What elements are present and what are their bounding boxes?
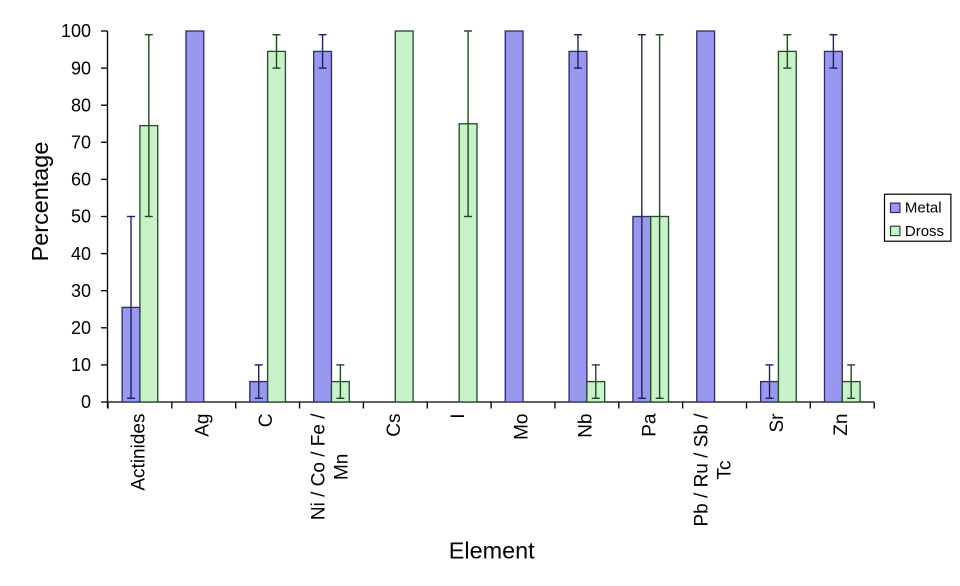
svg-text:Mn: Mn xyxy=(332,454,353,480)
svg-text:Pb / Ru / Sb /: Pb / Ru / Sb / xyxy=(692,413,713,527)
svg-text:I: I xyxy=(448,414,469,419)
svg-text:70: 70 xyxy=(71,133,91,153)
svg-text:Tc: Tc xyxy=(715,461,736,480)
svg-text:Nb: Nb xyxy=(575,414,596,438)
svg-text:Zn: Zn xyxy=(831,414,852,436)
svg-text:10: 10 xyxy=(71,355,91,375)
svg-text:Mo: Mo xyxy=(512,414,533,440)
svg-text:90: 90 xyxy=(71,58,91,78)
svg-text:80: 80 xyxy=(71,95,91,115)
svg-text:Dross: Dross xyxy=(905,223,944,240)
svg-text:30: 30 xyxy=(71,281,91,301)
svg-text:Ni / Co / Fe /: Ni / Co / Fe / xyxy=(309,413,330,520)
svg-text:Pa: Pa xyxy=(639,413,660,437)
svg-text:20: 20 xyxy=(71,318,91,338)
svg-text:Element: Element xyxy=(449,537,535,563)
svg-text:100: 100 xyxy=(61,21,91,41)
svg-text:Cs: Cs xyxy=(384,414,405,437)
svg-text:C: C xyxy=(256,414,277,428)
svg-text:Actinides: Actinides xyxy=(129,414,150,491)
svg-text:40: 40 xyxy=(71,244,91,264)
svg-text:0: 0 xyxy=(81,392,91,412)
svg-text:50: 50 xyxy=(71,207,91,227)
svg-text:Metal: Metal xyxy=(905,200,942,217)
svg-text:Sr: Sr xyxy=(767,413,788,433)
svg-text:60: 60 xyxy=(71,170,91,190)
svg-text:Percentage: Percentage xyxy=(27,142,53,262)
svg-text:Ag: Ag xyxy=(192,414,213,437)
